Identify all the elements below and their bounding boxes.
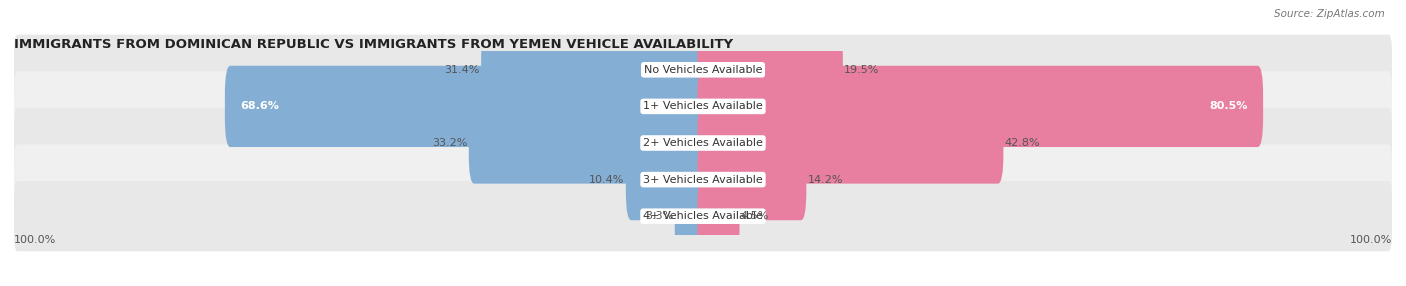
Text: 33.2%: 33.2% (432, 138, 467, 148)
Text: 68.6%: 68.6% (240, 102, 280, 111)
FancyBboxPatch shape (675, 176, 709, 257)
Text: 100.0%: 100.0% (1350, 235, 1392, 245)
FancyBboxPatch shape (481, 29, 709, 110)
FancyBboxPatch shape (225, 66, 709, 147)
Text: 4.5%: 4.5% (741, 211, 769, 221)
Text: No Vehicles Available: No Vehicles Available (644, 65, 762, 75)
FancyBboxPatch shape (697, 66, 1263, 147)
Text: 2+ Vehicles Available: 2+ Vehicles Available (643, 138, 763, 148)
Text: 3+ Vehicles Available: 3+ Vehicles Available (643, 175, 763, 184)
Text: 100.0%: 100.0% (14, 235, 56, 245)
Text: 19.5%: 19.5% (844, 65, 880, 75)
Text: 14.2%: 14.2% (807, 175, 844, 184)
FancyBboxPatch shape (468, 102, 709, 184)
FancyBboxPatch shape (14, 181, 1392, 251)
Text: 3.3%: 3.3% (645, 211, 673, 221)
FancyBboxPatch shape (626, 139, 709, 220)
FancyBboxPatch shape (14, 35, 1392, 105)
Text: 31.4%: 31.4% (444, 65, 479, 75)
Text: 4+ Vehicles Available: 4+ Vehicles Available (643, 211, 763, 221)
FancyBboxPatch shape (14, 108, 1392, 178)
Text: 80.5%: 80.5% (1209, 102, 1247, 111)
FancyBboxPatch shape (697, 139, 807, 220)
FancyBboxPatch shape (697, 29, 842, 110)
Text: Source: ZipAtlas.com: Source: ZipAtlas.com (1274, 9, 1385, 19)
Text: 10.4%: 10.4% (589, 175, 624, 184)
FancyBboxPatch shape (14, 144, 1392, 215)
Text: 42.8%: 42.8% (1005, 138, 1040, 148)
Text: 1+ Vehicles Available: 1+ Vehicles Available (643, 102, 763, 111)
FancyBboxPatch shape (697, 176, 740, 257)
FancyBboxPatch shape (14, 71, 1392, 142)
FancyBboxPatch shape (697, 102, 1004, 184)
Text: IMMIGRANTS FROM DOMINICAN REPUBLIC VS IMMIGRANTS FROM YEMEN VEHICLE AVAILABILITY: IMMIGRANTS FROM DOMINICAN REPUBLIC VS IM… (14, 39, 733, 51)
